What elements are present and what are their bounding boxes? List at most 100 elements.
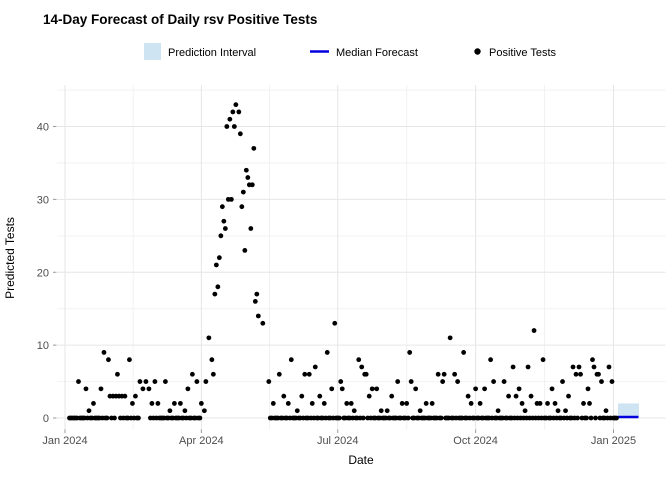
plot-panel: Jan 2024 Apr 2024 Jul 2024 Oct 2024 Jan 2025… (37, 85, 666, 447)
data-point (243, 167, 249, 173)
data-point (306, 371, 312, 377)
data-point (566, 393, 571, 399)
prediction-interval-swatch (144, 43, 161, 60)
data-point (146, 386, 152, 392)
data-point (587, 401, 592, 406)
data-point (585, 386, 591, 392)
data-point (516, 386, 522, 392)
data-point (167, 408, 173, 414)
data-point-zero (104, 415, 110, 421)
data-point (348, 401, 354, 406)
data-point (491, 379, 496, 384)
data-point (249, 182, 255, 188)
data-point (76, 379, 81, 384)
data-point (213, 262, 219, 268)
data-point (321, 401, 327, 406)
legend: Prediction Interval Median Forecast Posi… (144, 43, 557, 60)
data-point (465, 393, 471, 399)
data-point (440, 379, 446, 384)
data-point (563, 408, 568, 414)
data-point (236, 109, 242, 115)
data-point (329, 386, 335, 392)
data-point (545, 401, 550, 406)
data-point-zero (588, 415, 594, 421)
data-point (549, 386, 555, 392)
data-point-zero (584, 415, 589, 421)
y-tick-label: 20 (37, 267, 49, 279)
x-tick-label: Jan 2025 (591, 435, 636, 447)
y-tick-label: 0 (43, 413, 49, 425)
data-point (171, 401, 177, 406)
data-point (389, 393, 395, 399)
data-point (189, 371, 195, 377)
data-point (266, 379, 272, 384)
data-point (369, 386, 375, 392)
data-point (245, 175, 251, 180)
y-tick-label: 10 (37, 340, 49, 352)
data-point (222, 226, 228, 231)
data-point (83, 386, 89, 392)
data-point (185, 386, 191, 392)
data-point (312, 364, 318, 370)
data-point (510, 364, 516, 370)
data-point (344, 401, 350, 406)
data-point (149, 401, 155, 406)
data-point (228, 196, 234, 202)
data-point (378, 408, 384, 414)
data-point (309, 401, 315, 406)
data-point-zero (136, 415, 141, 421)
legend-label-positive-tests: Positive Tests (489, 47, 557, 59)
data-point (525, 364, 531, 370)
x-tick-label: Jan 2024 (42, 435, 87, 447)
data-point (338, 379, 344, 384)
data-point (356, 357, 362, 363)
data-point (163, 379, 168, 384)
data-point (581, 401, 586, 406)
data-point (219, 204, 225, 210)
data-point (506, 393, 511, 399)
data-point (270, 401, 276, 406)
data-point (528, 393, 534, 399)
data-point-zero (575, 415, 580, 421)
data-point (288, 357, 294, 363)
data-point (363, 371, 369, 377)
data-point-zero (438, 415, 444, 421)
data-point (384, 408, 390, 414)
data-point (537, 401, 543, 406)
data-point (599, 379, 604, 384)
data-point (407, 350, 413, 355)
data-point (455, 379, 461, 384)
data-point (519, 401, 525, 406)
data-point (531, 328, 537, 333)
data-point (198, 401, 204, 406)
data-point (570, 364, 576, 370)
data-point (429, 401, 435, 406)
data-point (101, 350, 107, 355)
data-point (417, 408, 423, 414)
data-point (452, 371, 458, 377)
data-point (513, 393, 519, 399)
data-point (194, 379, 200, 384)
data-point (276, 371, 282, 377)
data-point (137, 379, 143, 384)
data-point (231, 124, 237, 129)
x-axis-title: Date (348, 453, 374, 467)
data-point-zero (360, 415, 366, 421)
data-point (227, 116, 233, 122)
y-axis-title: Predicted Tests (3, 217, 17, 299)
data-point (488, 357, 494, 363)
data-point-zero (614, 415, 619, 421)
data-point (230, 109, 236, 115)
data-point (399, 401, 405, 406)
y-tick-label: 40 (37, 122, 49, 134)
data-point (212, 291, 218, 297)
data-point (590, 357, 595, 363)
data-point (237, 131, 243, 137)
y-tick-label: 30 (37, 194, 49, 206)
data-point (404, 401, 410, 406)
data-point (603, 408, 609, 414)
data-point (239, 204, 245, 210)
data-point (221, 218, 227, 224)
